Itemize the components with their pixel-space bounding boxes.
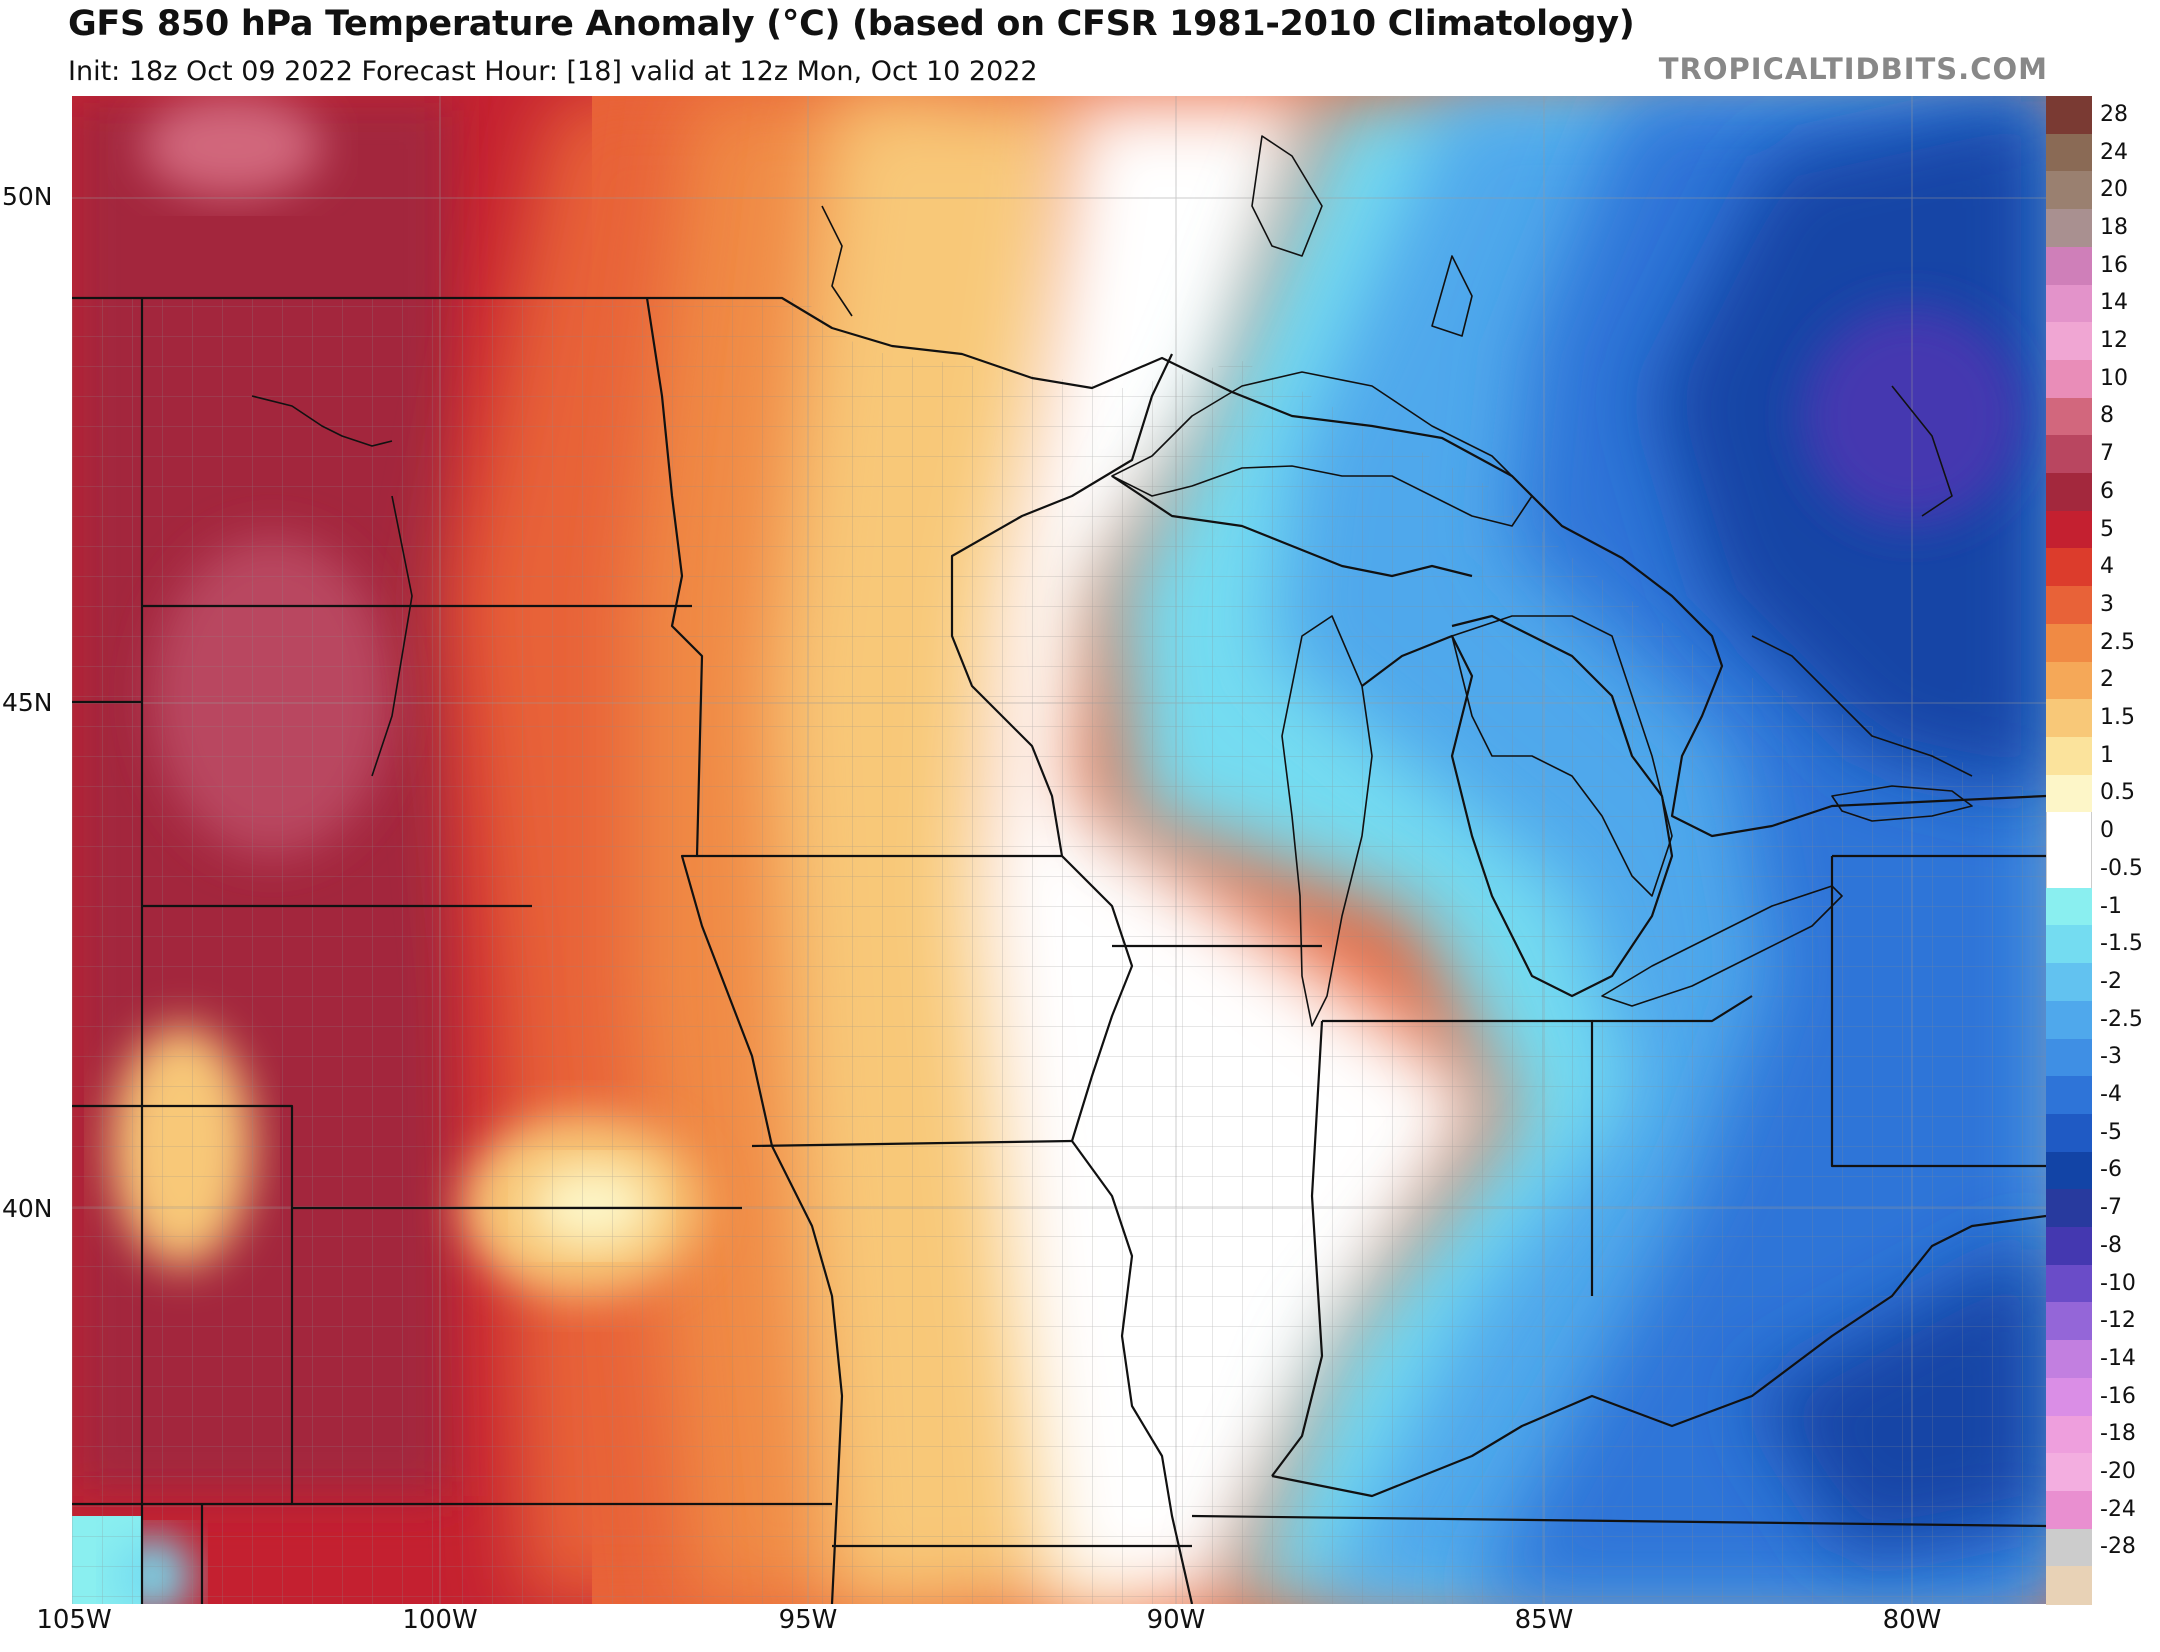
colorbar-swatch [2046,850,2092,889]
colorbar-swatch [2046,1189,2092,1228]
colorbar-tick-label: 28 [2100,101,2128,127]
colorbar-tick-label: 0 [2100,818,2114,844]
colorbar-swatch [2046,209,2092,248]
colorbar-swatch [2046,1528,2092,1567]
lon-label-105w: 105W [36,1605,112,1635]
lon-label-90w: 90W [1146,1605,1206,1635]
colorbar-swatch [2046,548,2092,587]
colorbar-tick-label: 16 [2100,252,2128,278]
colorbar-swatch [2046,171,2092,210]
colorbar-tick-label: -18 [2100,1421,2136,1447]
colorbar-tick-label: -1.5 [2100,931,2143,957]
lat-label-50n: 50N [2,182,53,211]
colorbar-tick-label: -4 [2100,1082,2122,1108]
colorbar-tick-label: 2.5 [2100,629,2135,655]
colorbar-swatch [2046,397,2092,436]
colorbar-tick-label: 24 [2100,139,2128,165]
colorbar-swatch [2046,246,2092,286]
colorbar-tick-label: -2.5 [2100,1006,2143,1032]
colorbar-swatch [2046,1000,2092,1040]
colorbar-tick-label: 10 [2100,365,2128,391]
colorbar-swatch [2046,661,2092,700]
colorbar-tick-label: -20 [2100,1459,2136,1485]
colorbar-swatch [2046,1038,2092,1077]
colorbar-swatch [2046,1490,2092,1530]
colorbar-tick-label: -1 [2100,893,2122,919]
colorbar-swatch [2046,963,2092,1002]
colorbar-swatch [2046,1377,2092,1417]
colorbar-tick-label: 8 [2100,403,2114,429]
site-watermark: TROPICALTIDBITS.COM [1658,52,2048,86]
colorbar-swatch [2046,284,2092,323]
colorbar-swatch [2046,1264,2092,1303]
colorbar-tick-label: -6 [2100,1157,2122,1183]
colorbar-swatch [2046,510,2092,549]
colorbar-tick-label: -10 [2100,1270,2136,1296]
colorbar-swatch [2046,133,2092,172]
colorbar-swatch [2046,359,2092,399]
colorbar-tick-label: -5 [2100,1119,2122,1145]
colorbar-swatch [2046,1340,2092,1379]
colorbar-swatch [2046,1453,2092,1492]
lon-label-85w: 85W [1514,1605,1574,1635]
colorbar-swatch [2046,1302,2092,1341]
colorbar-swatch [2046,699,2092,738]
colorbar [2046,96,2092,1605]
colorbar-swatch [2046,473,2092,512]
colorbar-tick-label: 18 [2100,214,2128,240]
lon-label-80w: 80W [1882,1605,1942,1635]
colorbar-tick-label: 3 [2100,591,2114,617]
graticule [72,96,2046,1604]
colorbar-tick-label: -14 [2100,1345,2136,1371]
lon-label-95w: 95W [778,1605,838,1635]
colorbar-tick-label: 20 [2100,177,2128,203]
colorbar-tick-label: -3 [2100,1044,2122,1070]
lon-label-100w: 100W [402,1605,478,1635]
colorbar-tick-label: 5 [2100,516,2114,542]
colorbar-tick-label: 1.5 [2100,705,2135,731]
colorbar-tick-label: 14 [2100,290,2128,316]
colorbar-swatch [2046,1566,2092,1605]
colorbar-tick-label: 12 [2100,328,2128,354]
colorbar-swatch [2046,812,2092,851]
colorbar-swatch [2046,435,2092,474]
colorbar-tick-label: 6 [2100,478,2114,504]
colorbar-tick-label: -8 [2100,1232,2122,1258]
colorbar-swatch [2046,887,2092,926]
colorbar-swatch [2046,1113,2092,1153]
colorbar-swatch [2046,925,2092,964]
colorbar-tick-label: -24 [2100,1496,2136,1522]
colorbar-tick-label: -28 [2100,1534,2136,1560]
colorbar-swatch [2046,1151,2092,1190]
chart-title: GFS 850 hPa Temperature Anomaly (°C) (ba… [68,4,1635,44]
colorbar-tick-label: 0.5 [2100,780,2135,806]
colorbar-swatch [2046,322,2092,361]
colorbar-swatch [2046,736,2092,776]
colorbar-tick-label: 1 [2100,742,2114,768]
lat-label-40n: 40N [2,1194,53,1223]
colorbar-swatch [2046,586,2092,625]
forecast-info: Init: 18z Oct 09 2022 Forecast Hour: [18… [68,56,1038,87]
anomaly-map [72,96,2046,1604]
lat-label-45n: 45N [2,688,53,717]
colorbar-tick-label: -7 [2100,1195,2122,1221]
great-lakes-coastline [251,135,1973,1027]
colorbar-tick-label: 4 [2100,554,2114,580]
colorbar-swatch [2046,774,2092,813]
colorbar-swatch [2046,96,2092,135]
colorbar-tick-label: -2 [2100,968,2122,994]
colorbar-swatch [2046,1076,2092,1115]
colorbar-tick-label: 7 [2100,441,2114,467]
colorbar-tick-label: 2 [2100,667,2114,693]
colorbar-tick-label: -16 [2100,1383,2136,1409]
colorbar-tick-label: -12 [2100,1308,2136,1334]
colorbar-swatch [2046,623,2092,663]
colorbar-swatch [2046,1227,2092,1266]
colorbar-tick-label: -0.5 [2100,855,2143,881]
colorbar-swatch [2046,1415,2092,1454]
